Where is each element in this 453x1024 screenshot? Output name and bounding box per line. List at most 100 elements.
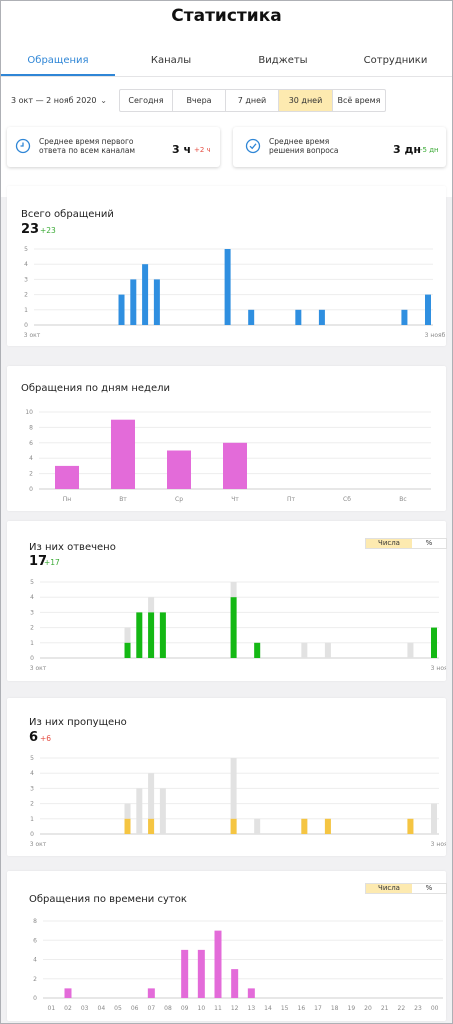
x-tick-label: 12 <box>231 1005 239 1012</box>
x-tick-label: 05 <box>114 1005 122 1012</box>
x-tick-label: 19 <box>348 1005 356 1012</box>
x-tick-label: 03 <box>81 1005 89 1012</box>
bar <box>407 818 414 834</box>
chart-card-missed: Из них пропущено 6 +6 0 1 2 3 4 5 3 окт 3 нояб <box>7 698 446 856</box>
x-tick-label: 17 <box>314 1005 322 1012</box>
y-tick-label: 4 <box>33 957 37 964</box>
bar <box>136 612 143 658</box>
active-tab-indicator <box>1 74 115 76</box>
kpi-value: 3 дн <box>393 143 421 156</box>
bar <box>64 988 72 998</box>
x-tick-label: 13 <box>248 1005 256 1012</box>
kpi-first-response: Среднее время первого ответа по всем кан… <box>7 127 220 167</box>
y-tick-label: 3 <box>30 785 34 792</box>
y-tick-label: 5 <box>24 246 28 253</box>
x-start-label: 3 окт <box>30 665 47 672</box>
bar <box>401 309 408 325</box>
kpi-value: 3 ч <box>172 143 192 156</box>
x-tick-label: Сб <box>343 496 351 503</box>
bar <box>231 969 239 998</box>
tab-bar: Обращения Каналы Виджеты Сотрудники <box>1 47 452 77</box>
x-tick-label: 22 <box>398 1005 406 1012</box>
y-tick-label: 2 <box>30 625 34 632</box>
tab-channels[interactable]: Каналы <box>150 55 192 66</box>
kpi-resolution-time: Среднее время решения вопроса 3 дн -5 дн <box>233 127 446 167</box>
bar <box>197 949 205 998</box>
answered-chart: 0 1 2 3 4 5 3 окт 3 нояб <box>30 579 446 672</box>
tab-requests[interactable]: Обращения <box>27 55 89 66</box>
y-tick-label: 1 <box>30 816 34 823</box>
tab-employees[interactable]: Сотрудники <box>363 55 428 66</box>
y-tick-label: 5 <box>30 755 34 762</box>
y-tick-label: 8 <box>33 918 37 925</box>
x-start-label: 3 окт <box>30 841 47 848</box>
x-tick-label: 21 <box>381 1005 389 1012</box>
period-selector: Сегодня Вчера 7 дней 30 дней Всё время <box>119 89 386 112</box>
y-tick-label: 0 <box>29 486 33 493</box>
x-tick-label: 15 <box>281 1005 289 1012</box>
x-tick-label: 10 <box>198 1005 206 1012</box>
bar <box>230 597 237 658</box>
toggle-percent[interactable]: % <box>425 539 433 547</box>
toggle-numbers[interactable]: Числа <box>366 539 412 548</box>
x-end-label: 3 нояб <box>431 841 446 848</box>
x-tick-label: 01 <box>48 1005 56 1012</box>
toggle-percent[interactable]: % <box>425 884 433 892</box>
y-tick-label: 1 <box>24 307 28 314</box>
bar <box>301 818 308 834</box>
bar <box>124 818 131 834</box>
kpi-label: Среднее время решения вопроса <box>269 137 339 155</box>
x-tick-label: 00 <box>431 1005 439 1012</box>
bar <box>254 818 261 834</box>
bar <box>224 249 231 325</box>
bar <box>124 627 131 658</box>
y-tick-label: 2 <box>24 292 28 299</box>
chart-delta: +23 <box>40 226 56 235</box>
y-tick-label: 2 <box>29 471 33 478</box>
y-tick-label: 0 <box>33 995 37 1002</box>
bar <box>324 642 331 658</box>
bar <box>153 279 160 325</box>
y-tick-label: 0 <box>30 655 34 662</box>
toggle-numbers[interactable]: Числа <box>366 884 412 893</box>
bar <box>248 309 255 325</box>
bar <box>181 949 189 998</box>
chart-title: Обращения по времени суток <box>29 894 187 905</box>
y-tick-label: 6 <box>33 937 37 944</box>
chart-total: 17 <box>29 554 48 569</box>
date-range-label: 3 окт — 2 нояб 2020 <box>11 96 97 105</box>
x-tick-label: 02 <box>64 1005 72 1012</box>
period-30-days[interactable]: 30 дней <box>279 90 333 111</box>
x-tick-label: 20 <box>364 1005 372 1012</box>
y-tick-label: 4 <box>24 261 28 268</box>
x-start-label: 3 окт <box>24 332 41 339</box>
x-tick-label: 23 <box>414 1005 422 1012</box>
y-tick-label: 4 <box>30 594 34 601</box>
period-today[interactable]: Сегодня <box>120 90 173 111</box>
bar <box>147 988 155 998</box>
bar <box>55 465 79 489</box>
bar <box>148 818 155 834</box>
period-7-days[interactable]: 7 дней <box>226 90 279 111</box>
page-title: Статистика <box>171 6 282 26</box>
x-tick-label: 14 <box>264 1005 272 1012</box>
chart-card-answered: Из них отвечено 17 +17 Числа % 0 1 2 3 4 5 3 о… <box>7 521 447 681</box>
tab-widgets[interactable]: Виджеты <box>258 55 308 66</box>
bar <box>136 788 143 834</box>
x-tick-label: Вс <box>399 496 406 503</box>
bar <box>124 803 131 834</box>
chart-title: Обращения по дням недели <box>21 383 170 394</box>
x-tick-label: 16 <box>298 1005 306 1012</box>
x-tick-label: Пн <box>63 496 72 503</box>
period-all-time[interactable]: Всё время <box>337 96 381 105</box>
chart-title: Из них отвечено <box>29 542 116 553</box>
chart-card-weekday: Обращения по дням недели 0 2 4 6 8 10 Пн Вт Ср Чт… <box>7 366 446 511</box>
date-range-picker[interactable]: 3 окт — 2 нояб 2020 ⌄ <box>5 89 113 112</box>
period-yesterday[interactable]: Вчера <box>173 90 226 111</box>
x-tick-label: 04 <box>98 1005 106 1012</box>
bar <box>230 818 237 834</box>
bar <box>148 612 155 658</box>
bar <box>324 818 331 834</box>
bar <box>295 309 302 325</box>
